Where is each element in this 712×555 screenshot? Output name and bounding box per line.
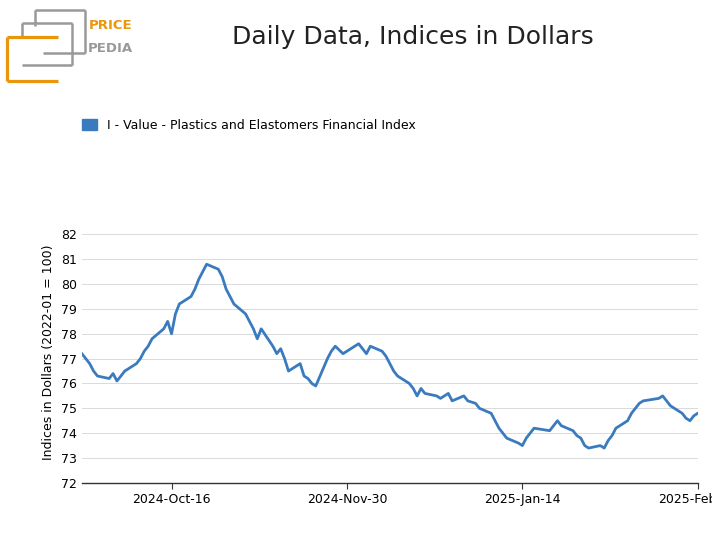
Legend: I - Value - Plastics and Elastomers Financial Index: I - Value - Plastics and Elastomers Fina… [82,119,416,132]
Y-axis label: Indices in Dollars (2022-01 = 100): Indices in Dollars (2022-01 = 100) [43,245,56,460]
Text: PEDIA: PEDIA [88,42,132,55]
Text: Daily Data, Indices in Dollars: Daily Data, Indices in Dollars [232,25,594,49]
Text: PRICE: PRICE [88,19,132,32]
